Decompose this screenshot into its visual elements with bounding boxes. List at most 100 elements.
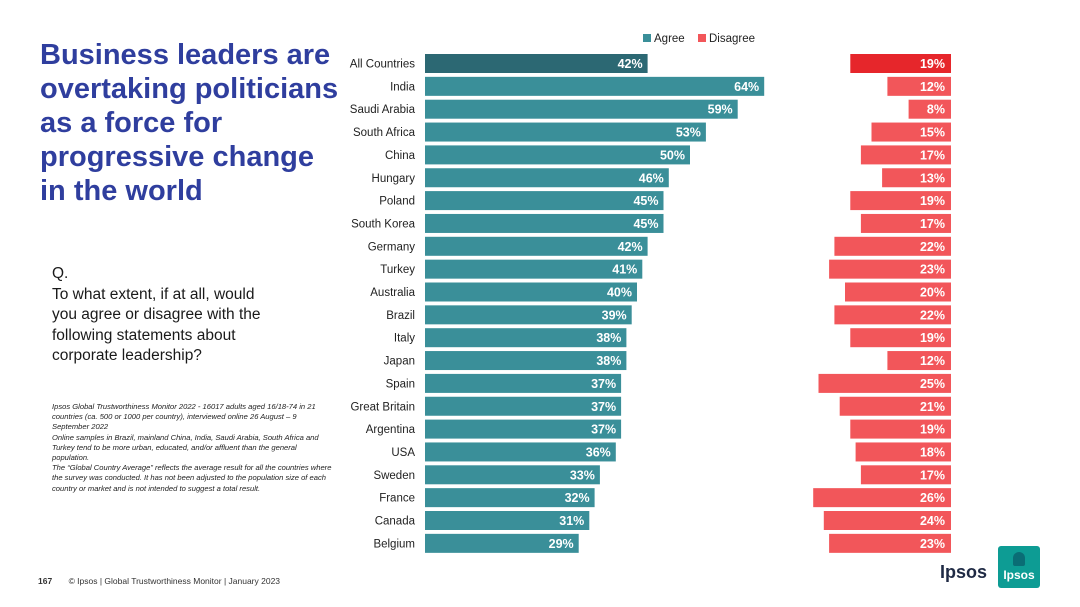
agree-value-label: 37% [591, 377, 616, 391]
agree-bar [425, 351, 627, 371]
survey-question: Q. To what extent, if at all, would you … [52, 264, 282, 367]
agree-bar [425, 373, 622, 393]
disagree-bar [839, 396, 951, 416]
disagree-bar [834, 305, 951, 325]
agree-bar [425, 168, 669, 188]
category-label: China [385, 150, 416, 162]
agree-value-label: 38% [596, 331, 621, 345]
disagree-value-label: 8% [927, 103, 945, 117]
ipsos-logo-badge: Ipsos [1003, 568, 1035, 582]
category-label: France [379, 493, 415, 505]
agree-bar [425, 213, 664, 233]
footer: 167 © Ipsos | Global Trustworthiness Mon… [38, 576, 280, 586]
disagree-bar [860, 145, 951, 165]
agree-bar [425, 465, 600, 485]
category-label: Turkey [380, 264, 415, 276]
agree-bar [425, 396, 622, 416]
agree-value-label: 37% [591, 400, 616, 414]
legend-agree-label: Agree [654, 33, 685, 45]
agree-value-label: 53% [676, 126, 701, 140]
question-text: To what extent, if at all, would you agr… [52, 285, 261, 365]
disagree-bar [850, 419, 951, 439]
agree-bar [425, 236, 648, 256]
legend-disagree-label: Disagree [709, 33, 755, 45]
agree-bar [425, 442, 616, 462]
agree-value-label: 39% [602, 308, 627, 322]
disagree-value-label: 24% [920, 514, 945, 528]
agree-bar [425, 305, 632, 325]
disagree-value-label: 15% [920, 126, 945, 140]
agree-value-label: 45% [633, 194, 658, 208]
disagree-value-label: 19% [920, 194, 945, 208]
category-label: Sweden [373, 470, 415, 482]
agree-value-label: 33% [570, 468, 595, 482]
agree-bar [425, 488, 595, 508]
legend-agree-swatch [643, 34, 651, 42]
agree-bar [425, 259, 643, 279]
agree-value-label: 41% [612, 263, 637, 277]
ipsos-logo-text: Ipsos [940, 562, 988, 582]
slide-title: Business leaders are overtaking politici… [40, 39, 339, 207]
disagree-bar [834, 236, 951, 256]
agree-value-label: 32% [565, 491, 590, 505]
category-label: Canada [375, 516, 416, 528]
category-label: Saudi Arabia [350, 104, 416, 116]
ipsos-logo-icon: Ipsos [998, 546, 1040, 588]
disagree-bar [818, 373, 951, 393]
agree-bar [425, 328, 627, 348]
category-label: Italy [394, 333, 415, 345]
disagree-value-label: 18% [920, 445, 945, 459]
agree-value-label: 38% [596, 354, 621, 368]
disagree-bar [860, 213, 951, 233]
agree-bar [425, 122, 706, 142]
disagree-value-label: 17% [920, 148, 945, 162]
agree-value-label: 42% [618, 57, 643, 71]
agree-value-label: 59% [708, 103, 733, 117]
agree-bar [425, 282, 637, 302]
agree-value-label: 29% [549, 537, 574, 551]
category-label: India [390, 81, 416, 93]
agree-bar [425, 145, 690, 165]
disagree-value-label: 20% [920, 286, 945, 300]
category-label: Argentina [366, 424, 416, 436]
disagree-bar [850, 191, 951, 211]
disagree-value-label: 19% [920, 423, 945, 437]
disagree-bar [871, 122, 951, 142]
disagree-value-label: 12% [920, 80, 945, 94]
disagree-value-label: 25% [920, 377, 945, 391]
disagree-bar [823, 511, 951, 530]
disagree-bar [850, 54, 951, 73]
disagree-bar [855, 442, 951, 462]
footer-text: © Ipsos | Global Trustworthiness Monitor… [68, 576, 281, 586]
question-label: Q. [52, 265, 69, 282]
agree-bar [425, 533, 579, 553]
disagree-bar [813, 488, 951, 508]
methodology-note: Ipsos Global Trustworthiness Monitor 202… [52, 402, 334, 494]
category-label: Australia [370, 287, 415, 299]
note-paragraph: The “Global Country Average” reflects th… [52, 463, 332, 493]
disagree-value-label: 12% [920, 354, 945, 368]
disagree-bar [882, 168, 951, 188]
disagree-value-label: 26% [920, 491, 945, 505]
category-label: Poland [379, 196, 415, 208]
disagree-value-label: 17% [920, 468, 945, 482]
agree-value-label: 64% [734, 80, 759, 94]
note-paragraph: Online samples in Brazil, mainland China… [52, 432, 319, 463]
agree-value-label: 37% [591, 423, 616, 437]
disagree-bar [845, 282, 951, 302]
category-label: South Korea [351, 218, 416, 230]
disagree-value-label: 23% [920, 263, 945, 277]
category-label: Great Britain [350, 401, 415, 413]
category-label: USA [391, 447, 415, 459]
agree-bar [425, 419, 622, 439]
agree-value-label: 36% [586, 445, 611, 459]
agree-value-label: 50% [660, 148, 685, 162]
disagree-bar [887, 76, 951, 96]
disagree-value-label: 13% [920, 171, 945, 185]
category-label: Spain [386, 378, 415, 390]
disagree-value-label: 22% [920, 240, 945, 254]
disagree-value-label: 21% [920, 400, 945, 414]
category-label: Hungary [372, 173, 416, 185]
category-label: Belgium [373, 538, 415, 550]
agree-bar [425, 54, 648, 73]
